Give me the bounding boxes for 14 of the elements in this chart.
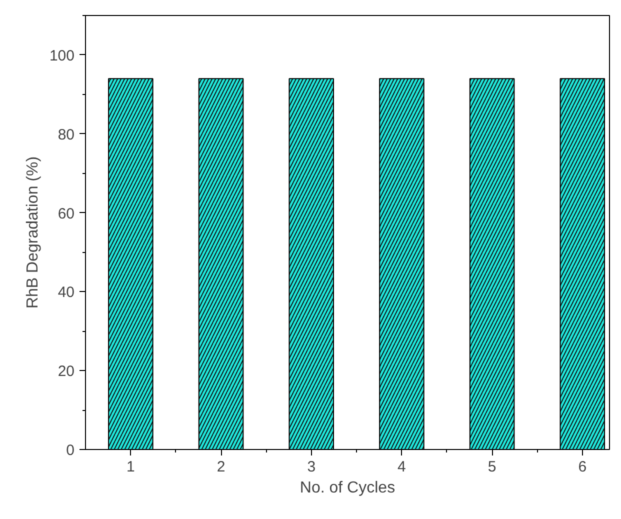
x-tick-label: 2 [216,458,226,476]
y-tick-label: 20 [58,363,75,380]
x-tick-label: 5 [488,458,496,476]
x-tick-label: 6 [578,458,587,476]
x-axis-title: No. of Cycles [300,480,396,496]
y-axis-title: RhB Degradation (%) [24,156,42,309]
x-tick-label: 1 [126,458,135,476]
x-tick-label: 3 [307,458,316,476]
y-tick-label: 40 [58,284,75,302]
y-tick-label: 80 [58,126,75,144]
x-tick-label: 4 [398,458,406,476]
y-tick-label: 100 [49,47,75,64]
y-tick-label: 60 [58,205,75,222]
y-tick-label: 0 [66,442,74,459]
